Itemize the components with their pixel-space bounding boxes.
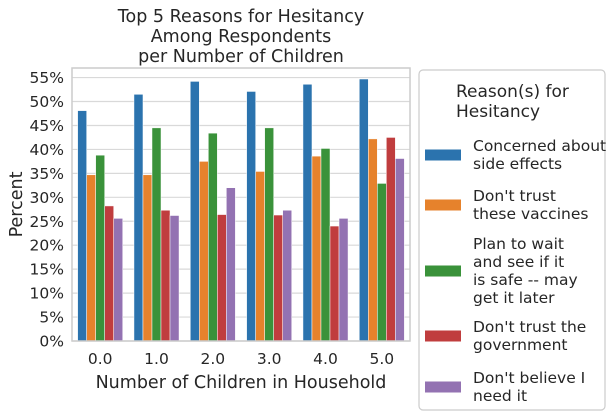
bar bbox=[208, 132, 218, 342]
legend-label-line: government bbox=[473, 336, 568, 354]
y-tick-label: 10% bbox=[30, 285, 64, 303]
legend-label-line: side effects bbox=[473, 155, 562, 173]
y-tick-label: 35% bbox=[30, 165, 64, 183]
y-tick-label: 55% bbox=[30, 69, 64, 87]
bar bbox=[104, 205, 114, 342]
legend-label-line: Don't trust bbox=[473, 187, 556, 205]
bar bbox=[246, 91, 256, 342]
legend-frame bbox=[418, 69, 606, 411]
legend-label-line: and see if it bbox=[473, 253, 564, 271]
legend-label-line: Concerned about bbox=[473, 137, 606, 155]
bar bbox=[199, 161, 209, 342]
legend-swatch bbox=[425, 265, 461, 277]
bar bbox=[190, 81, 200, 342]
bar bbox=[86, 174, 96, 342]
bar bbox=[338, 218, 349, 342]
bar bbox=[217, 214, 227, 342]
bar bbox=[142, 174, 153, 342]
legend-title-line: Reason(s) for bbox=[456, 82, 569, 102]
y-tick-label: 30% bbox=[30, 189, 64, 207]
legend-label-line: get it later bbox=[473, 289, 555, 307]
y-tick-label: 50% bbox=[30, 93, 64, 111]
legend-swatch bbox=[425, 149, 461, 161]
x-axis-label: Number of Children in Household bbox=[96, 373, 387, 393]
bar bbox=[386, 137, 396, 342]
bar bbox=[395, 158, 405, 342]
bar bbox=[264, 127, 274, 342]
legend-label-line: Don't believe I bbox=[473, 369, 585, 387]
x-tick-label: 0.0 bbox=[88, 350, 113, 368]
y-gridlines bbox=[72, 76, 410, 342]
bar bbox=[226, 187, 236, 342]
bar bbox=[359, 78, 369, 342]
bar bbox=[368, 138, 378, 342]
legend-label-line: need it bbox=[473, 387, 527, 405]
y-tick-label: 40% bbox=[30, 141, 64, 159]
y-axis-label: Percent bbox=[7, 171, 27, 237]
bar bbox=[320, 148, 331, 342]
x-tick-labels: 0.0 1.0 2.0 3.0 4.0 5.0 bbox=[88, 350, 394, 368]
legend-label-line: these vaccines bbox=[473, 205, 588, 223]
bar bbox=[151, 127, 162, 342]
bar bbox=[311, 155, 322, 342]
y-tick-label: 20% bbox=[30, 237, 64, 255]
y-tick-label: 45% bbox=[30, 117, 64, 135]
bar bbox=[302, 84, 313, 342]
bar bbox=[329, 225, 340, 342]
legend-label-line: Don't trust the bbox=[473, 318, 586, 336]
bar bbox=[95, 154, 105, 342]
x-tick-label: 3.0 bbox=[257, 350, 282, 368]
bar bbox=[169, 215, 180, 342]
x-tick-label: 2.0 bbox=[201, 350, 226, 368]
legend-label-line: Plan to wait bbox=[473, 235, 564, 253]
bar bbox=[77, 110, 87, 342]
legend-label-line: is safe -- may bbox=[473, 271, 578, 289]
legend-title-line: Hesitancy bbox=[456, 102, 540, 122]
chart-title-line: per Number of Children bbox=[138, 47, 344, 67]
x-tick-label: 5.0 bbox=[370, 350, 395, 368]
legend-swatch bbox=[425, 199, 461, 211]
bar bbox=[160, 209, 171, 342]
bar bbox=[255, 171, 265, 342]
plot-frame bbox=[71, 67, 411, 342]
bars bbox=[77, 78, 405, 342]
y-tick-label: 15% bbox=[30, 261, 64, 279]
legend-swatch bbox=[425, 381, 461, 393]
x-tick-label: 1.0 bbox=[144, 350, 169, 368]
legend-swatch bbox=[425, 330, 461, 342]
bar bbox=[133, 94, 144, 342]
y-tick-labels: 0% 5% 10% 15% 20% 25% 30% 35% 40% 45% 50% 55% bbox=[30, 69, 64, 350]
bar bbox=[282, 209, 292, 342]
bar bbox=[113, 218, 123, 342]
y-tick-label: 0% bbox=[39, 333, 64, 351]
y-tick-label: 25% bbox=[30, 213, 64, 231]
bar bbox=[273, 214, 283, 342]
chart-title-line: Top 5 Reasons for Hesitancy bbox=[117, 7, 364, 27]
y-tick-label: 5% bbox=[39, 309, 64, 327]
x-tick-label: 4.0 bbox=[313, 350, 338, 368]
bar bbox=[377, 183, 387, 342]
chart-title-line: Among Respondents bbox=[151, 27, 332, 47]
